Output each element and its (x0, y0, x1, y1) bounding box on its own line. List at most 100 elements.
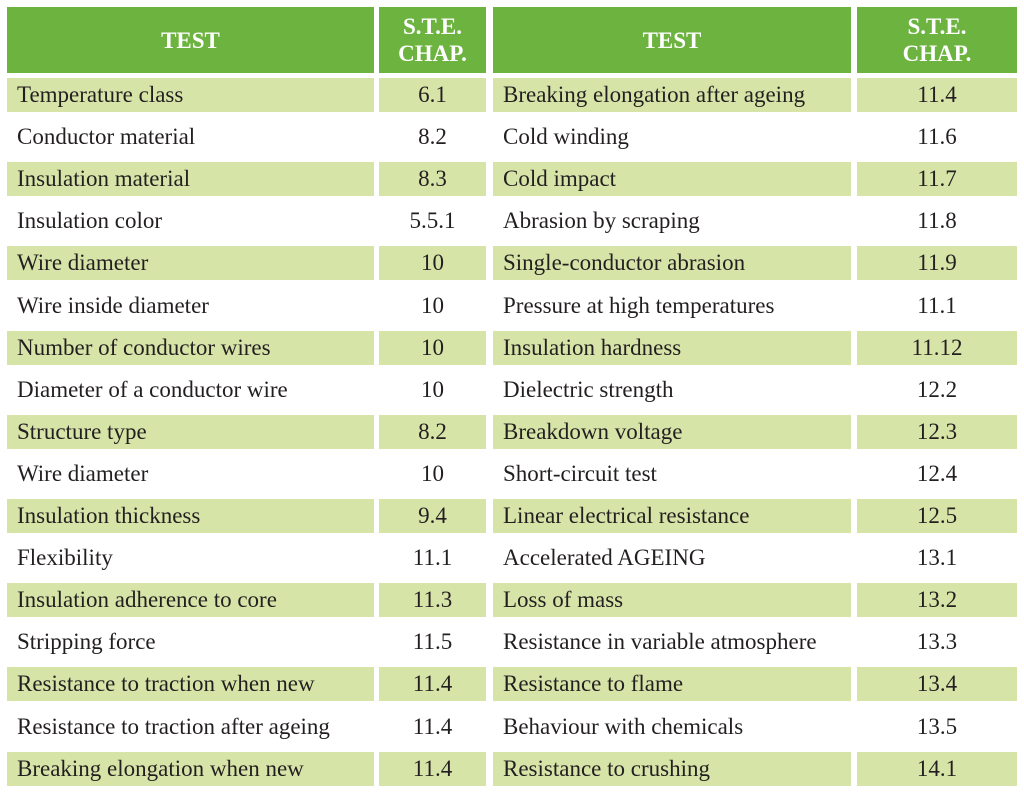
right-row-test-cell: Loss of mass (493, 583, 851, 617)
right-row-chap-cell: 11.7 (857, 162, 1017, 196)
right-row-chap-cell: 13.3 (857, 625, 1017, 659)
header-test-left: TEST (7, 7, 374, 73)
left-row-test-text: Wire diameter (17, 461, 149, 486)
right-row-chap-text: 11.12 (911, 335, 963, 360)
left-row-chap-cell: 5.5.1 (379, 204, 486, 238)
right-row-test-cell: Single-conductor abrasion (493, 246, 851, 280)
left-row-chap-text: 11.4 (412, 714, 453, 739)
right-row-chap-text: 11.4 (917, 82, 957, 107)
right-row-test-cell: Behaviour with chemicals (493, 710, 851, 744)
right-row-test-text: Breakdown voltage (503, 419, 683, 444)
right-row-chap-text: 11.9 (917, 250, 957, 275)
right-row-test-cell: Cold impact (493, 162, 851, 196)
left-row-chap-text: 8.3 (418, 166, 447, 191)
right-row-chap-cell: 13.5 (857, 710, 1017, 744)
left-row-test-text: Structure type (17, 419, 147, 444)
right-row-test-cell: Insulation hardness (493, 331, 851, 365)
left-row-chap-cell: 10 (379, 289, 486, 323)
right-row-test-text: Pressure at high temperatures (503, 293, 775, 318)
right-row-test-cell: Cold winding (493, 120, 851, 154)
left-row-chap-cell: 11.1 (379, 541, 486, 575)
right-row-test-text: Loss of mass (503, 587, 624, 612)
left-row-test-cell: Insulation color (7, 204, 374, 238)
right-row-test-text: Single-conductor abrasion (503, 250, 746, 275)
header-chap-left: S.T.E. CHAP. (379, 7, 486, 73)
right-row-chap-cell: 12.2 (857, 373, 1017, 407)
left-row-chap-cell: 11.4 (379, 752, 486, 786)
left-row-test-cell: Wire diameter (7, 457, 374, 491)
right-row-chap-cell: 11.4 (857, 78, 1017, 112)
left-row-test-text: Number of conductor wires (17, 335, 271, 360)
header-test-right: TEST (493, 7, 851, 73)
left-row-test-text: Conductor material (17, 124, 196, 149)
right-row-chap-cell: 12.4 (857, 457, 1017, 491)
left-row-test-text: Insulation thickness (17, 503, 201, 528)
left-row-chap-text: 10 (421, 335, 444, 360)
right-row-test-text: Cold winding (503, 124, 629, 149)
right-row-chap-text: 11.7 (917, 166, 957, 191)
right-row-chap-text: 11.8 (917, 208, 957, 233)
left-row-test-text: Temperature class (17, 82, 184, 107)
left-row-test-cell: Diameter of a conductor wire (7, 373, 374, 407)
left-row-chap-cell: 11.4 (379, 710, 486, 744)
right-row-chap-text: 13.5 (916, 714, 958, 739)
right-row-chap-text: 11.6 (917, 124, 957, 149)
right-row-chap-text: 12.2 (916, 377, 958, 402)
right-row-test-text: Dielectric strength (503, 377, 674, 402)
left-row-test-text: Breaking elongation when new (17, 756, 304, 781)
right-row-chap-text: 12.5 (916, 503, 958, 528)
header-test-right-label: TEST (642, 27, 702, 53)
right-row-test-cell: Accelerated AGEING (493, 541, 851, 575)
right-row-test-cell: Breaking elongation after ageing (493, 78, 851, 112)
header-chap-right: S.T.E. CHAP. (857, 7, 1017, 73)
header-test-left-label: TEST (161, 27, 220, 53)
right-row-chap-cell: 11.6 (857, 120, 1017, 154)
left-row-chap-cell: 11.5 (379, 625, 486, 659)
left-row-chap-cell: 11.4 (379, 667, 486, 701)
left-row-chap-cell: 11.3 (379, 583, 486, 617)
right-row-test-text: Behaviour with chemicals (503, 714, 744, 739)
left-row-test-text: Wire diameter (17, 250, 149, 275)
left-row-test-cell: Conductor material (7, 120, 374, 154)
right-row-test-text: Resistance in variable atmosphere (503, 629, 817, 654)
left-row-chap-text: 5.5.1 (409, 208, 456, 233)
left-row-chap-text: 10 (421, 250, 444, 275)
left-row-chap-text: 11.3 (412, 587, 453, 612)
left-row-test-text: Insulation color (17, 208, 162, 233)
left-row-chap-cell: 10 (379, 457, 486, 491)
header-chap-left-line1: S.T.E. (402, 14, 463, 39)
left-row-test-cell: Resistance to traction after ageing (7, 710, 374, 744)
left-row-test-cell: Breaking elongation when new (7, 752, 374, 786)
left-row-chap-text: 6.1 (418, 82, 447, 107)
header-chap-right-line2: CHAP. (902, 41, 972, 66)
right-row-chap-text: 13.4 (916, 671, 958, 696)
right-row-test-cell: Resistance in variable atmosphere (493, 625, 851, 659)
right-row-chap-text: 13.1 (916, 545, 958, 570)
right-row-chap-text: 14.1 (916, 756, 958, 781)
left-row-test-cell: Wire diameter (7, 246, 374, 280)
header-chap-right-line1: S.T.E. (907, 14, 967, 39)
left-row-chap-text: 10 (421, 461, 444, 486)
right-row-chap-cell: 12.3 (857, 415, 1017, 449)
left-row-chap-cell: 10 (379, 331, 486, 365)
right-row-chap-text: 13.2 (916, 587, 958, 612)
left-row-test-text: Insulation material (17, 166, 191, 191)
left-row-test-text: Resistance to traction when new (17, 671, 315, 696)
left-row-chap-cell: 10 (379, 373, 486, 407)
left-row-chap-text: 11.5 (412, 629, 453, 654)
left-row-chap-cell: 9.4 (379, 499, 486, 533)
left-row-test-text: Flexibility (17, 545, 113, 570)
left-row-chap-text: 8.2 (418, 124, 447, 149)
right-row-chap-text: 12.3 (916, 419, 958, 444)
right-row-chap-cell: 11.9 (857, 246, 1017, 280)
left-row-chap-text: 8.2 (418, 419, 447, 444)
header-chap-left-line2: CHAP. (398, 41, 467, 66)
right-row-test-text: Resistance to flame (503, 671, 684, 696)
right-row-chap-cell: 12.5 (857, 499, 1017, 533)
left-row-chap-text: 11.4 (412, 756, 453, 781)
left-row-test-cell: Wire inside diameter (7, 289, 374, 323)
right-row-test-text: Short-circuit test (503, 461, 657, 486)
left-row-chap-text: 11.1 (412, 545, 453, 570)
left-row-chap-cell: 10 (379, 246, 486, 280)
